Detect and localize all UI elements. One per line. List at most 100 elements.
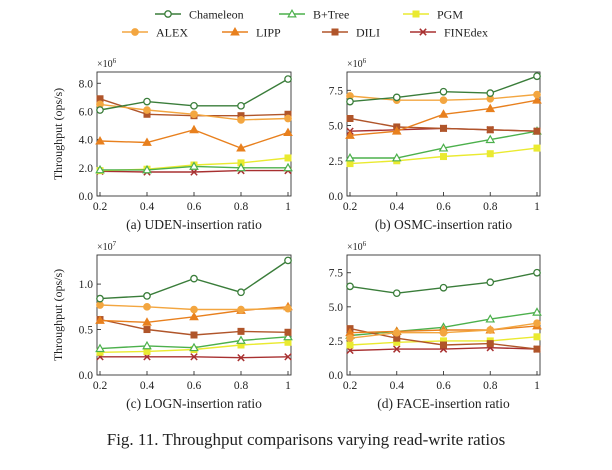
data-point-pgm <box>440 153 447 161</box>
x-tick-label: 1 <box>285 201 291 213</box>
x-tick-label: 1 <box>534 380 540 392</box>
data-point-b-tree <box>236 162 246 172</box>
data-point-dili <box>143 326 151 334</box>
data-point-alex <box>237 305 245 314</box>
data-point-alex <box>237 116 245 124</box>
legend-item-alex: ALEX <box>122 26 188 40</box>
data-point-finedex <box>190 168 198 176</box>
y-tick-label: 4.0 <box>79 135 94 147</box>
x-axis-label: (d) FACE-insertion ratio <box>377 396 510 411</box>
x-tick-label: 0.6 <box>187 201 202 213</box>
y-tick-label: 7.5 <box>329 268 344 280</box>
data-point-chameleon <box>237 288 245 297</box>
legend-item-lipp: LIPP <box>222 26 281 40</box>
series-finedex <box>96 353 292 362</box>
data-point-pgm <box>533 144 541 152</box>
legend-marker-chameleon <box>164 10 172 18</box>
legend-marker-finedex <box>419 28 427 36</box>
y-multiplier: ×107 <box>97 240 117 253</box>
y-tick-label: 6.0 <box>79 106 94 118</box>
y-multiplier: ×106 <box>97 57 117 70</box>
x-tick-label: 0.2 <box>343 201 358 213</box>
data-point-pgm <box>346 341 354 349</box>
legend-label: Chameleon <box>189 8 244 22</box>
legend-item-b-tree: B+Tree <box>279 8 349 22</box>
series-chameleon <box>346 268 541 298</box>
data-point-b-tree <box>189 161 199 170</box>
data-point-chameleon <box>237 101 245 110</box>
data-point-lipp <box>142 317 152 326</box>
x-axis-label: (b) OSMC-insertion ratio <box>375 217 512 232</box>
legend-label: LIPP <box>256 26 281 40</box>
x-tick-label: 1 <box>285 380 291 392</box>
legend-marker-alex <box>131 28 139 36</box>
y-tick-label: 0.0 <box>329 370 344 382</box>
chart-panel-4: 0.0 2.5 5.0 7.5 0.2 0.4 0.6 0.8 1 ×106 (d) FACE-in… <box>329 240 542 411</box>
y-tick-label: 5.0 <box>329 121 344 133</box>
data-point-b-tree <box>142 340 152 350</box>
legend-label: FINEdex <box>444 26 488 40</box>
x-tick-label: 0.4 <box>390 201 405 213</box>
data-point-b-tree <box>236 335 246 344</box>
data-point-lipp <box>391 126 402 135</box>
x-axis-label: (c) LOGN-insertion ratio <box>126 396 262 411</box>
series-b-tree <box>95 331 293 353</box>
chart-panel-3: 0.0 0.5 1.0 0.2 0.4 0.6 0.8 1 ×107 Throughput (op… <box>51 240 293 411</box>
data-point-dili <box>346 115 354 122</box>
x-tick-label: 0.2 <box>343 380 358 392</box>
y-tick-label: 2.5 <box>329 156 344 168</box>
data-point-alex <box>143 302 151 311</box>
data-point-finedex <box>393 345 401 353</box>
y-multiplier-exponent: 7 <box>113 240 117 248</box>
legend-item-chameleon: Chameleon <box>155 8 244 22</box>
data-point-alex <box>533 319 541 328</box>
data-point-chameleon <box>190 101 198 110</box>
data-point-dili <box>284 328 292 336</box>
series-b-tree <box>345 126 542 162</box>
series-lipp <box>95 124 293 152</box>
y-multiplier-exponent: 6 <box>363 57 367 65</box>
y-tick-label: 2.5 <box>329 336 344 348</box>
data-point-dili <box>533 345 541 353</box>
data-point-finedex <box>237 353 245 362</box>
data-point-lipp <box>189 311 199 321</box>
data-point-b-tree <box>485 134 496 144</box>
data-point-chameleon <box>284 256 292 265</box>
legend-item-dili: DILI <box>322 26 380 40</box>
data-point-lipp <box>95 315 105 324</box>
legend-marker-dili <box>331 28 339 36</box>
data-point-chameleon <box>439 87 448 96</box>
data-point-chameleon <box>533 72 541 81</box>
y-multiplier: ×106 <box>347 57 367 70</box>
chart-panel-1: 0.0 2.0 4.0 6.0 8.0 0.2 0.4 0.6 0.8 1 ×106 Throughp… <box>51 57 293 232</box>
data-point-alex <box>533 90 541 99</box>
y-multiplier-exponent: 6 <box>363 240 367 248</box>
y-tick-label: 0.0 <box>79 370 94 382</box>
data-point-dili <box>533 127 541 135</box>
series-lipp <box>345 95 542 139</box>
data-point-chameleon <box>284 75 292 83</box>
data-point-b-tree <box>189 342 199 352</box>
x-tick-label: 0.4 <box>390 380 405 392</box>
data-point-alex <box>190 305 198 314</box>
data-point-dili <box>190 331 198 339</box>
series-dili <box>346 115 541 135</box>
legend-marker-lipp <box>230 26 240 36</box>
legend: Chameleon B+Tree PGM ALEX LIPP DILI FINEdex <box>122 8 488 40</box>
series-dili <box>96 316 292 339</box>
y-tick-label: 0.5 <box>79 325 94 337</box>
data-point-chameleon <box>346 282 354 291</box>
legend-label: ALEX <box>156 26 188 40</box>
data-point-chameleon <box>392 93 401 102</box>
data-point-lipp <box>438 109 449 118</box>
data-point-dili <box>486 126 494 134</box>
y-tick-label: 7.5 <box>329 85 344 97</box>
y-tick-label: 5.0 <box>329 302 344 314</box>
data-point-lipp <box>95 136 105 145</box>
series-alex <box>96 100 292 124</box>
figure-caption: Fig. 11. Throughput comparisons varying … <box>106 430 506 449</box>
data-point-chameleon <box>96 106 104 114</box>
data-point-alex <box>392 328 401 337</box>
y-tick-label: 1.0 <box>79 279 94 291</box>
data-point-pgm <box>533 333 541 341</box>
